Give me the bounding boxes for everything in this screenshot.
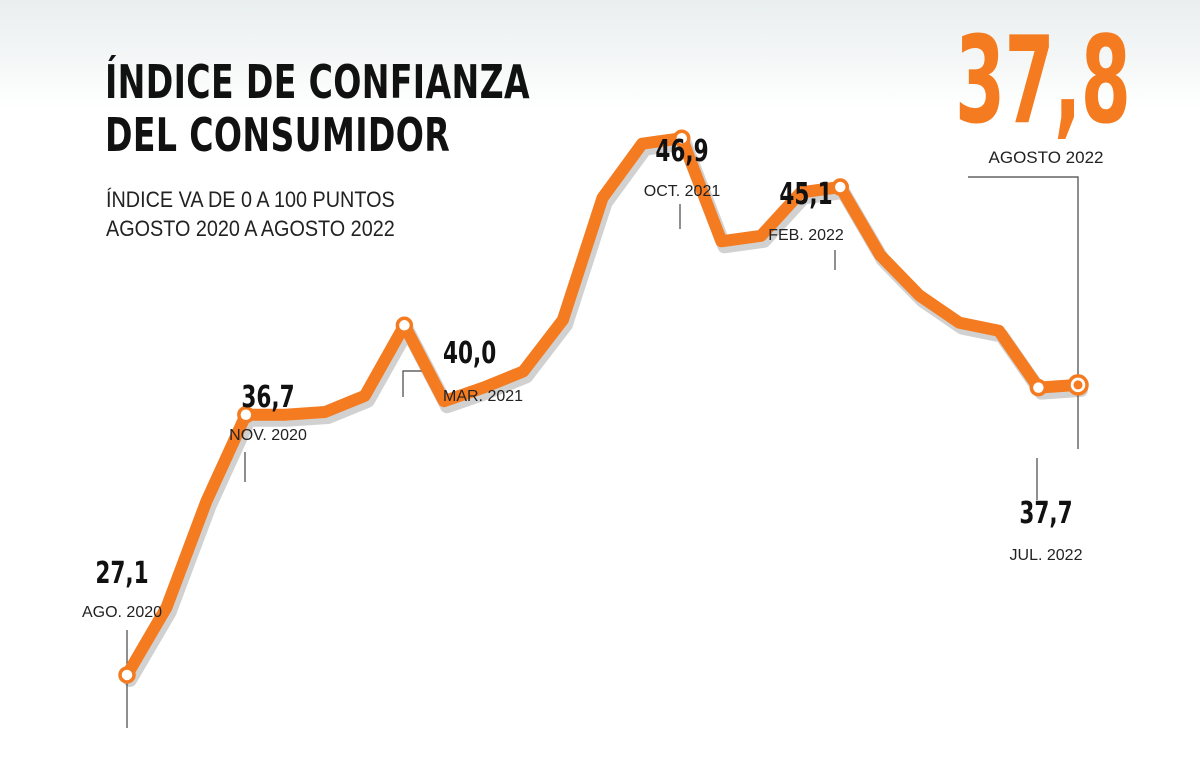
data-label-value-oct-2021: 46,9 — [655, 135, 708, 169]
annotation-labels: 27,1 AGO. 2020 36,7 NOV. 2020 40,0 MAR. 2021 4… — [82, 135, 1083, 621]
headline-date-label: AGOSTO 2022 — [989, 148, 1104, 167]
data-point-marker-oct-2021 — [673, 129, 691, 147]
data-label-date-ago-2020: AGO. 2020 — [82, 604, 162, 621]
data-label-value-mar-2021: 40,0 — [443, 337, 496, 371]
series-line — [121, 132, 1084, 681]
data-point-marker-jul-2022 — [1029, 378, 1048, 397]
annotation-markers — [118, 129, 1089, 684]
data-label-value-ago-2020: 27,1 — [95, 557, 148, 591]
chart-title: ÍNDICE DE CONFIANZA DEL CONSUMIDOR — [105, 56, 530, 162]
series-line-path — [121, 132, 1084, 681]
data-label-date-jul-2022: JUL. 2022 — [1010, 547, 1083, 564]
data-label-value-nov-2020: 36,7 — [241, 381, 294, 415]
data-label-value-feb-2022: 45,1 — [779, 178, 832, 212]
chart-subtitle: ÍNDICE VA DE 0 A 100 PUNTOS AGOSTO 2020 … — [106, 185, 395, 243]
chart-title-line-2: DEL CONSUMIDOR — [105, 108, 451, 162]
data-label-value-jul-2022: 37,7 — [1019, 497, 1072, 531]
data-point-marker-ago-2020 — [118, 666, 136, 684]
data-point-marker-inner-agosto-2022 — [1073, 380, 1083, 390]
data-point-marker-mar-2021 — [395, 316, 414, 335]
chart-subtitle-line-1: ÍNDICE VA DE 0 A 100 PUNTOS — [106, 187, 395, 212]
data-point-marker-feb-2022 — [831, 178, 849, 196]
annotation-leaders — [126, 176, 1079, 728]
chart-subtitle-line-2: AGOSTO 2020 A AGOSTO 2022 — [106, 216, 395, 241]
data-label-date-oct-2021: OCT. 2021 — [644, 183, 721, 200]
headline-value: 37,8 — [955, 12, 1131, 151]
data-point-marker-nov-2020 — [237, 405, 255, 424]
data-label-date-mar-2021: MAR. 2021 — [443, 388, 523, 405]
data-label-date-nov-2020: NOV. 2020 — [229, 427, 307, 444]
data-label-date-feb-2022: FEB. 2022 — [768, 227, 844, 244]
chart-title-line-1: ÍNDICE DE CONFIANZA — [105, 55, 530, 109]
leader-line-agosto-2022 — [968, 176, 1079, 449]
